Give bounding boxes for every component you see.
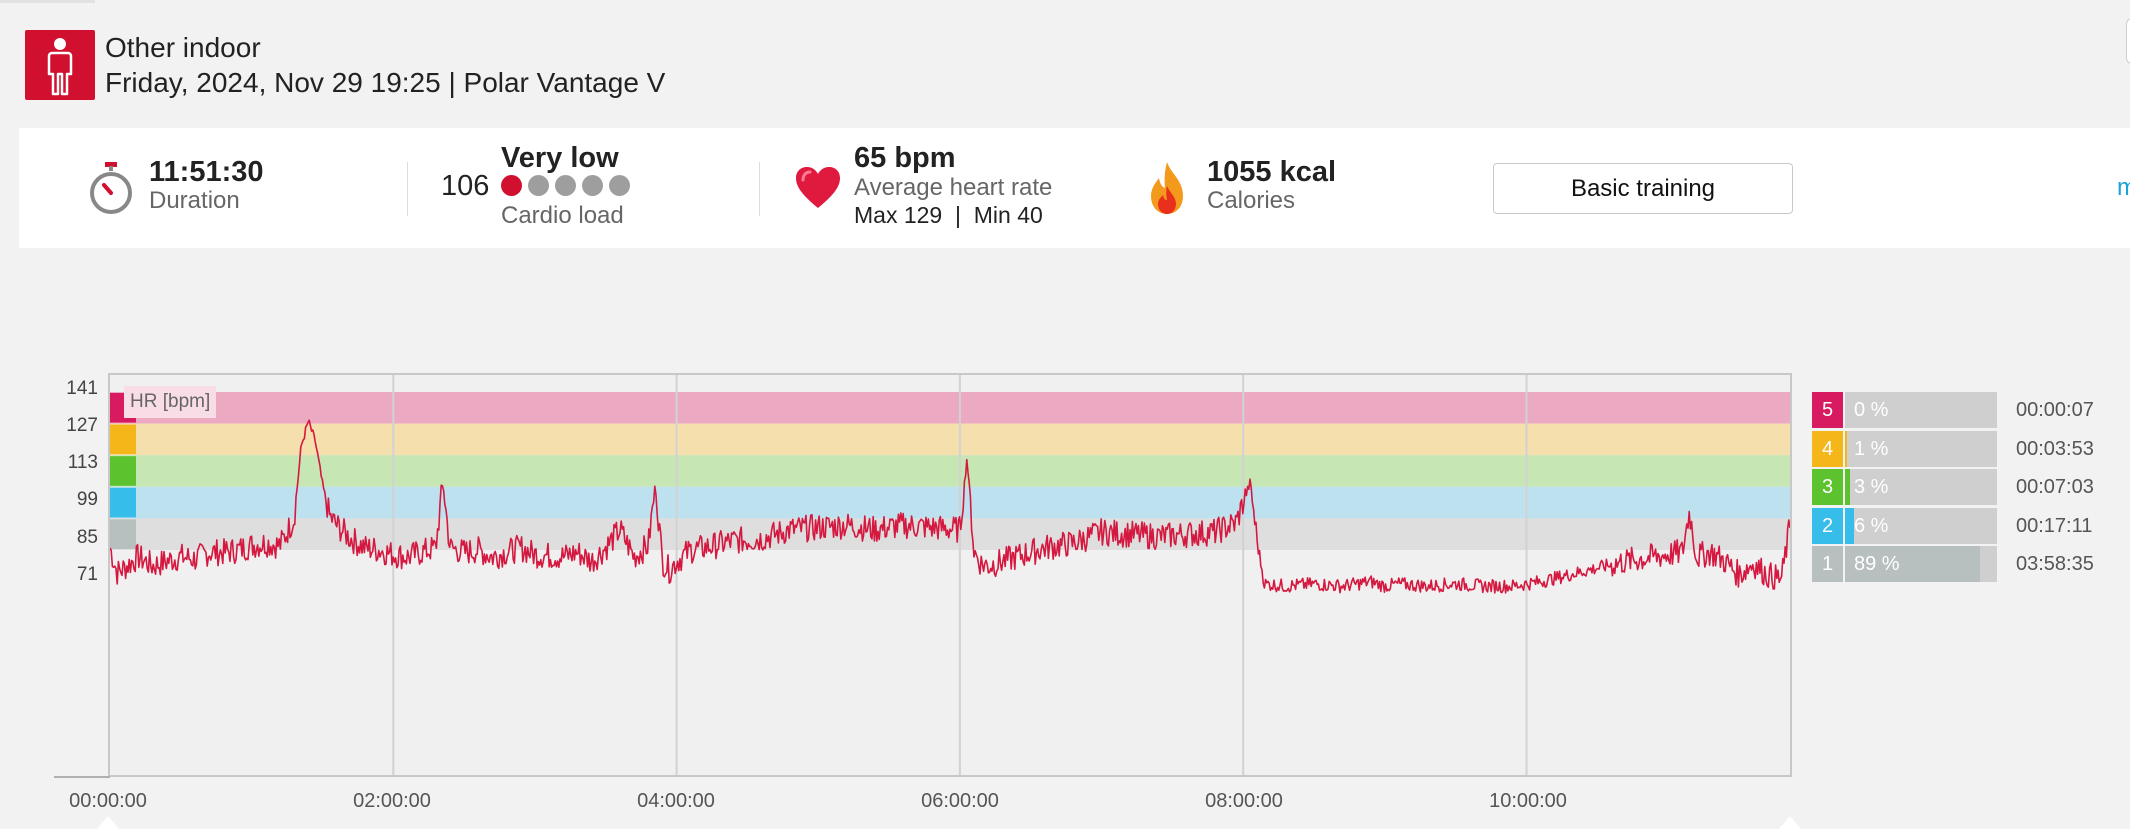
load-dot-empty [582,175,603,196]
zone-time: 00:07:03 [2016,476,2094,498]
axis-baseline [54,776,110,778]
range-handle-right[interactable] [1778,816,1802,829]
zone-percent-fill [1845,431,1847,467]
person-standing-icon [25,30,95,100]
heart-rate-plot [110,375,1790,775]
zone-percent-bar [1845,546,1997,582]
x-tick-label: 02:00:00 [353,790,431,812]
flame-icon [1147,160,1187,216]
heart-icon [795,166,841,210]
x-tick-label: 00:00:00 [69,790,147,812]
zone-band-4 [110,423,1790,456]
zone-time: 00:00:07 [2016,399,2094,421]
zone-number: 4 [1812,431,1843,467]
y-tick-label: 85 [76,527,98,548]
zone-number: 5 [1812,392,1843,428]
zone-marker-1 [110,519,136,549]
zone-band-3 [110,455,1790,487]
training-summary-panel: 11:51:30 Duration 106 Very low Cardio lo… [19,128,2130,248]
calories-label: Calories [1207,187,1296,214]
zone-percent-label: 1 % [1854,438,1889,460]
zone-percent-label: 6 % [1854,515,1889,537]
hr-series-line [110,419,1790,594]
y-tick-label: 113 [67,452,98,473]
hr-axis-tag: HR [bpm] [124,386,217,418]
zone-row-5: 5 0 % [1812,392,1997,428]
zone-row-1: 1 89 % [1812,546,1997,582]
zone-number: 3 [1812,469,1843,505]
zone-percent-bar [1845,431,1997,467]
zone-marker-2 [110,487,136,518]
load-dot-empty [528,175,549,196]
zone-number: 2 [1812,508,1843,544]
divider [759,162,760,216]
activity-subtitle: Friday, 2024, Nov 29 19:25 | Polar Vanta… [105,67,666,98]
zone-row-2: 2 6 % [1812,508,1997,544]
zone-percent-label: 0 % [1854,399,1889,421]
y-tick-label: 141 [66,378,98,399]
y-tick-label: 127 [66,415,98,436]
duration-value: 11:51:30 [149,156,264,188]
zone-time: 00:03:53 [2016,438,2094,460]
right-edge-control[interactable] [2126,18,2130,64]
duration-label: Duration [149,187,240,214]
zone-number: 1 [1812,546,1843,582]
zone-percent-label: 3 % [1854,476,1889,498]
zone-percent-bar [1845,392,1997,428]
stopwatch-icon [87,160,135,216]
zone-percent-bar [1845,469,1997,505]
calories-value: 1055 kcal [1207,156,1337,188]
zone-time: 00:17:11 [2016,515,2093,537]
cardio-load-value: 106 [441,170,490,202]
zone-row-3: 3 3 % [1812,469,1997,505]
y-tick-label: 71 [76,564,98,585]
x-tick-label: 10:00:00 [1489,790,1567,812]
zone-percent-fill [1845,508,1855,544]
x-tick-label: 06:00:00 [921,790,999,812]
zone-percent-fill [1845,469,1850,505]
divider [407,162,408,216]
cardio-load-dots [501,175,630,196]
heart-rate-value: 65 bpm [854,142,956,174]
x-tick-label: 08:00:00 [1205,790,1283,812]
basic-training-button[interactable]: Basic training [1493,163,1793,214]
load-dot-empty [609,175,630,196]
y-tick-label: 99 [76,489,98,510]
heart-rate-minmax: Max 129 | Min 40 [854,202,1043,228]
heart-rate-label: Average heart rate [854,174,1053,201]
zone-band-2 [110,486,1790,519]
zone-marker-4 [110,424,136,455]
zone-percent-bar [1845,508,1997,544]
zone-marker-3 [110,456,136,486]
x-tick-label: 04:00:00 [637,790,715,812]
heart-rate-chart[interactable] [108,373,1792,777]
top-edge-tab [0,0,95,3]
zone-percent-label: 89 % [1854,553,1900,575]
zone-row-4: 4 1 % [1812,431,1997,467]
load-dot-empty [555,175,576,196]
zone-band-5 [110,392,1790,424]
zone-percent-fill [1845,546,1981,582]
cardio-load-level: Very low [501,142,619,174]
load-dot-filled [501,175,522,196]
more-link[interactable]: mo [2117,174,2130,201]
range-handle-left[interactable] [96,816,120,829]
zone-time: 03:58:35 [2016,553,2094,575]
cardio-load-label: Cardio load [501,202,624,229]
activity-title: Other indoor [105,32,261,63]
